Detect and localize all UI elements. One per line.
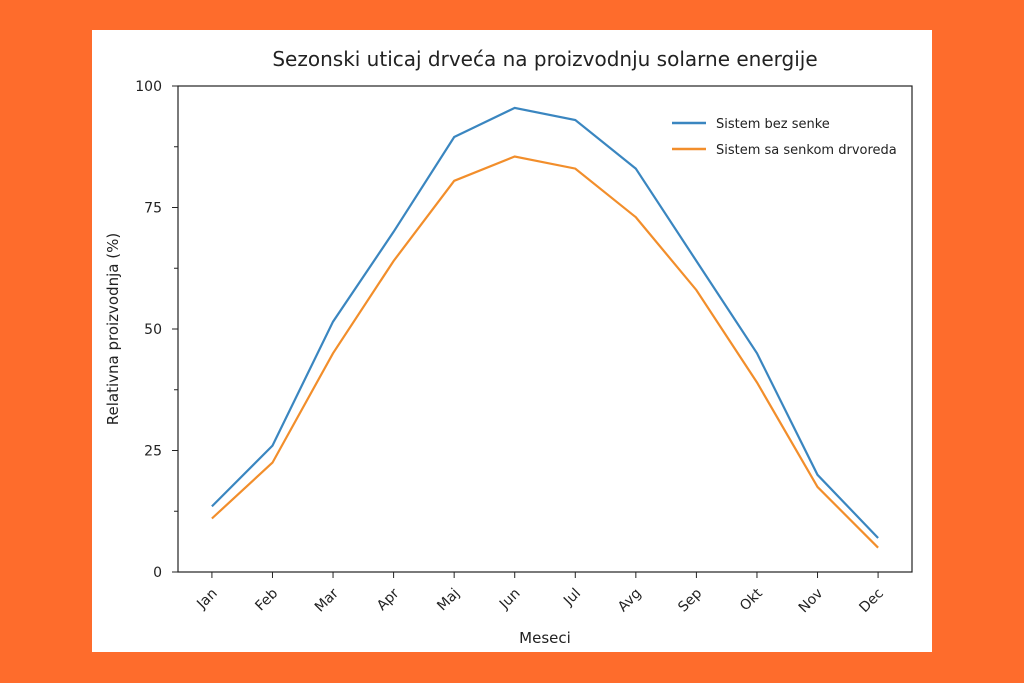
y-tick-label: 75 bbox=[144, 201, 162, 217]
y-tick-label: 25 bbox=[144, 444, 162, 460]
series-line bbox=[211, 106, 879, 539]
chart-title: Sezonski uticaj drveća na proizvodnju so… bbox=[272, 47, 817, 71]
card bbox=[92, 30, 932, 652]
legend-label: Sistem sa senkom drvoreda bbox=[716, 143, 897, 158]
y-tick-label: 0 bbox=[153, 565, 162, 581]
x-axis-label: Meseci bbox=[519, 629, 571, 647]
y-tick-label: 50 bbox=[144, 322, 162, 338]
y-tick-label: 100 bbox=[135, 79, 162, 95]
legend-label: Sistem bez senke bbox=[716, 117, 830, 132]
series-line bbox=[211, 155, 879, 549]
y-axis-label: Relativna proizvodnja (%) bbox=[104, 233, 122, 425]
